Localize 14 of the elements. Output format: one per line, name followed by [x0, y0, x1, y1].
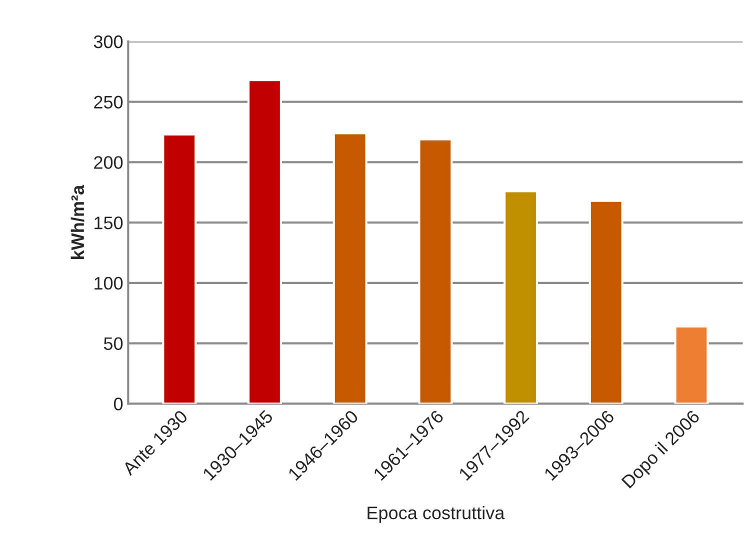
y-tick-label: 100	[94, 276, 123, 290]
y-tick-label: 250	[94, 96, 123, 109]
y-tick-label: 150	[94, 216, 123, 230]
y-tick-label: 50	[104, 337, 123, 350]
y-tick-label: 200	[94, 156, 123, 169]
bar	[418, 138, 453, 404]
bar	[332, 132, 368, 404]
bar	[247, 79, 282, 404]
y-tick-label: 300	[94, 35, 123, 48]
x-axis-title: Epoca costruttiva	[368, 506, 505, 523]
bar	[504, 190, 538, 404]
y-axis-title: kWh/m²a	[70, 184, 84, 259]
y-tick-label: 0	[114, 398, 123, 410]
bar	[588, 200, 624, 404]
